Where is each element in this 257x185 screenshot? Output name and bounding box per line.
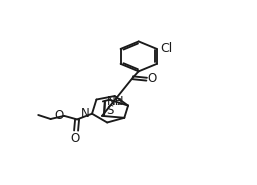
- Text: O: O: [54, 109, 63, 122]
- Text: N: N: [81, 107, 90, 120]
- Text: O: O: [148, 72, 157, 85]
- Text: 2: 2: [116, 98, 121, 107]
- Text: Cl: Cl: [160, 42, 172, 56]
- Text: S: S: [106, 104, 114, 117]
- Text: NH: NH: [106, 95, 124, 107]
- Text: O: O: [71, 132, 80, 145]
